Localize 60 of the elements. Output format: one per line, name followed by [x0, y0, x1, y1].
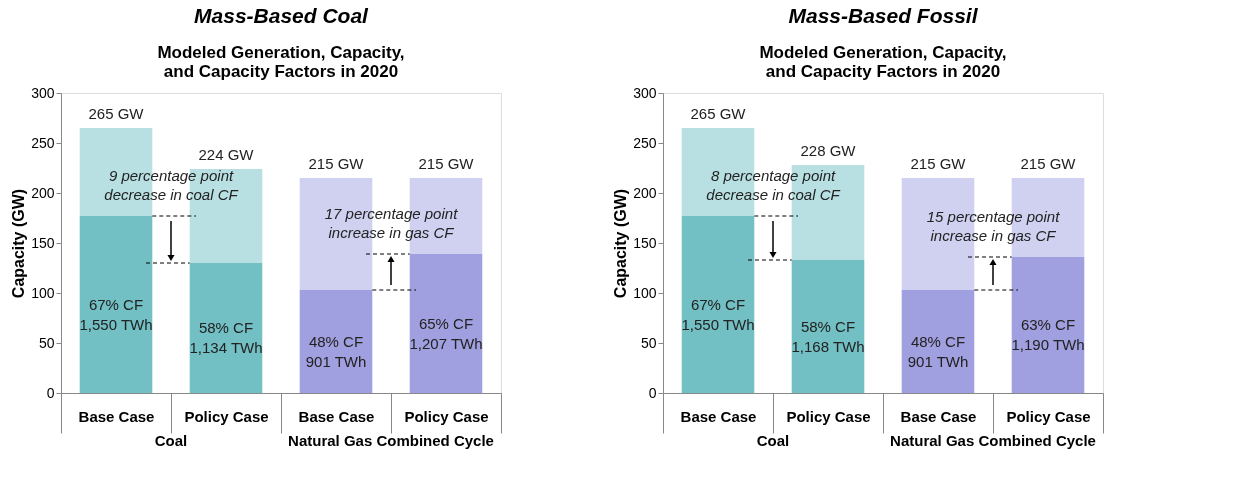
x-tick-label: Policy Case	[786, 407, 871, 425]
bar	[681, 216, 755, 393]
chart-subtitle: Modeled Generation, Capacity, and Capacity Factors in 2020	[759, 43, 1007, 81]
annotation: 58% CF 1,168 TWh	[791, 317, 865, 355]
x-tick-label: Base Case	[900, 407, 977, 425]
total-label: 215 GW	[418, 155, 475, 172]
x-tick-label: Policy Case	[184, 407, 269, 425]
x-tick-label: Base Case	[298, 407, 375, 425]
total-label: 215 GW	[910, 155, 967, 172]
text: Natural Gas Combined Cycle	[890, 432, 1096, 449]
y-tick-label: 150	[633, 234, 657, 251]
annotation: 48% CF 901 TWh	[907, 332, 969, 370]
annotation: 48% CF 901 TWh	[305, 332, 367, 370]
annotation: 8 percentage point decrease in coal CF	[706, 167, 841, 203]
chart-title: Mass-Based Fossil	[788, 4, 979, 27]
bar	[791, 260, 865, 393]
chart-title: Mass-Based Coal	[194, 4, 370, 27]
text: Coal	[154, 432, 188, 449]
y-tick-label: 100	[633, 284, 657, 301]
text: Natural Gas Combined Cycle	[288, 432, 494, 449]
bar	[1011, 257, 1085, 393]
y-tick-label: 200	[633, 184, 657, 201]
y-tick-label: 300	[633, 84, 657, 101]
y-tick-label: 100	[31, 284, 55, 301]
y-axis-title: Capacity (GW)	[10, 188, 28, 299]
chart-subtitle: Modeled Generation, Capacity, and Capacity Factors in 2020	[157, 43, 405, 81]
y-tick-label: 50	[38, 334, 55, 351]
bar	[901, 290, 975, 393]
y-tick-label: 50	[640, 334, 657, 351]
x-tick-label: Base Case	[78, 407, 155, 425]
total-label: 265 GW	[690, 105, 747, 122]
annotation: 67% CF 1,550 TWh	[681, 295, 755, 333]
annotation: 65% CF 1,207 TWh	[409, 314, 483, 352]
y-tick-label: 200	[31, 184, 55, 201]
annotation: 67% CF 1,550 TWh	[79, 295, 153, 333]
text: Coal	[756, 432, 790, 449]
annotation: 17 percentage point increase in gas CF	[324, 205, 459, 241]
annotation: 15 percentage point increase in gas CF	[926, 208, 1061, 244]
y-tick-label: 0	[46, 384, 55, 401]
total-label: 265 GW	[88, 105, 145, 122]
y-tick-label: 250	[31, 134, 55, 151]
y-tick-label: 300	[31, 84, 55, 101]
y-tick-label: 250	[633, 134, 657, 151]
annotation: 58% CF 1,134 TWh	[189, 319, 263, 356]
annotation: 9 percentage point decrease in coal CF	[104, 167, 239, 203]
annotation: 63% CF 1,190 TWh	[1011, 316, 1085, 353]
x-tick-label: Policy Case	[404, 407, 489, 425]
total-label: 215 GW	[308, 155, 365, 172]
x-tick-label: Base Case	[680, 407, 757, 425]
bar	[189, 263, 263, 393]
bar	[299, 290, 373, 393]
total-label: 224 GW	[198, 146, 255, 163]
total-label: 228 GW	[800, 142, 857, 159]
bar	[79, 216, 153, 393]
x-tick-label: Policy Case	[1006, 407, 1091, 425]
total-label: 215 GW	[1020, 155, 1077, 172]
y-axis-title: Capacity (GW)	[612, 188, 630, 299]
bar	[409, 254, 483, 393]
y-tick-label: 0	[648, 384, 657, 401]
y-tick-label: 150	[31, 234, 55, 251]
